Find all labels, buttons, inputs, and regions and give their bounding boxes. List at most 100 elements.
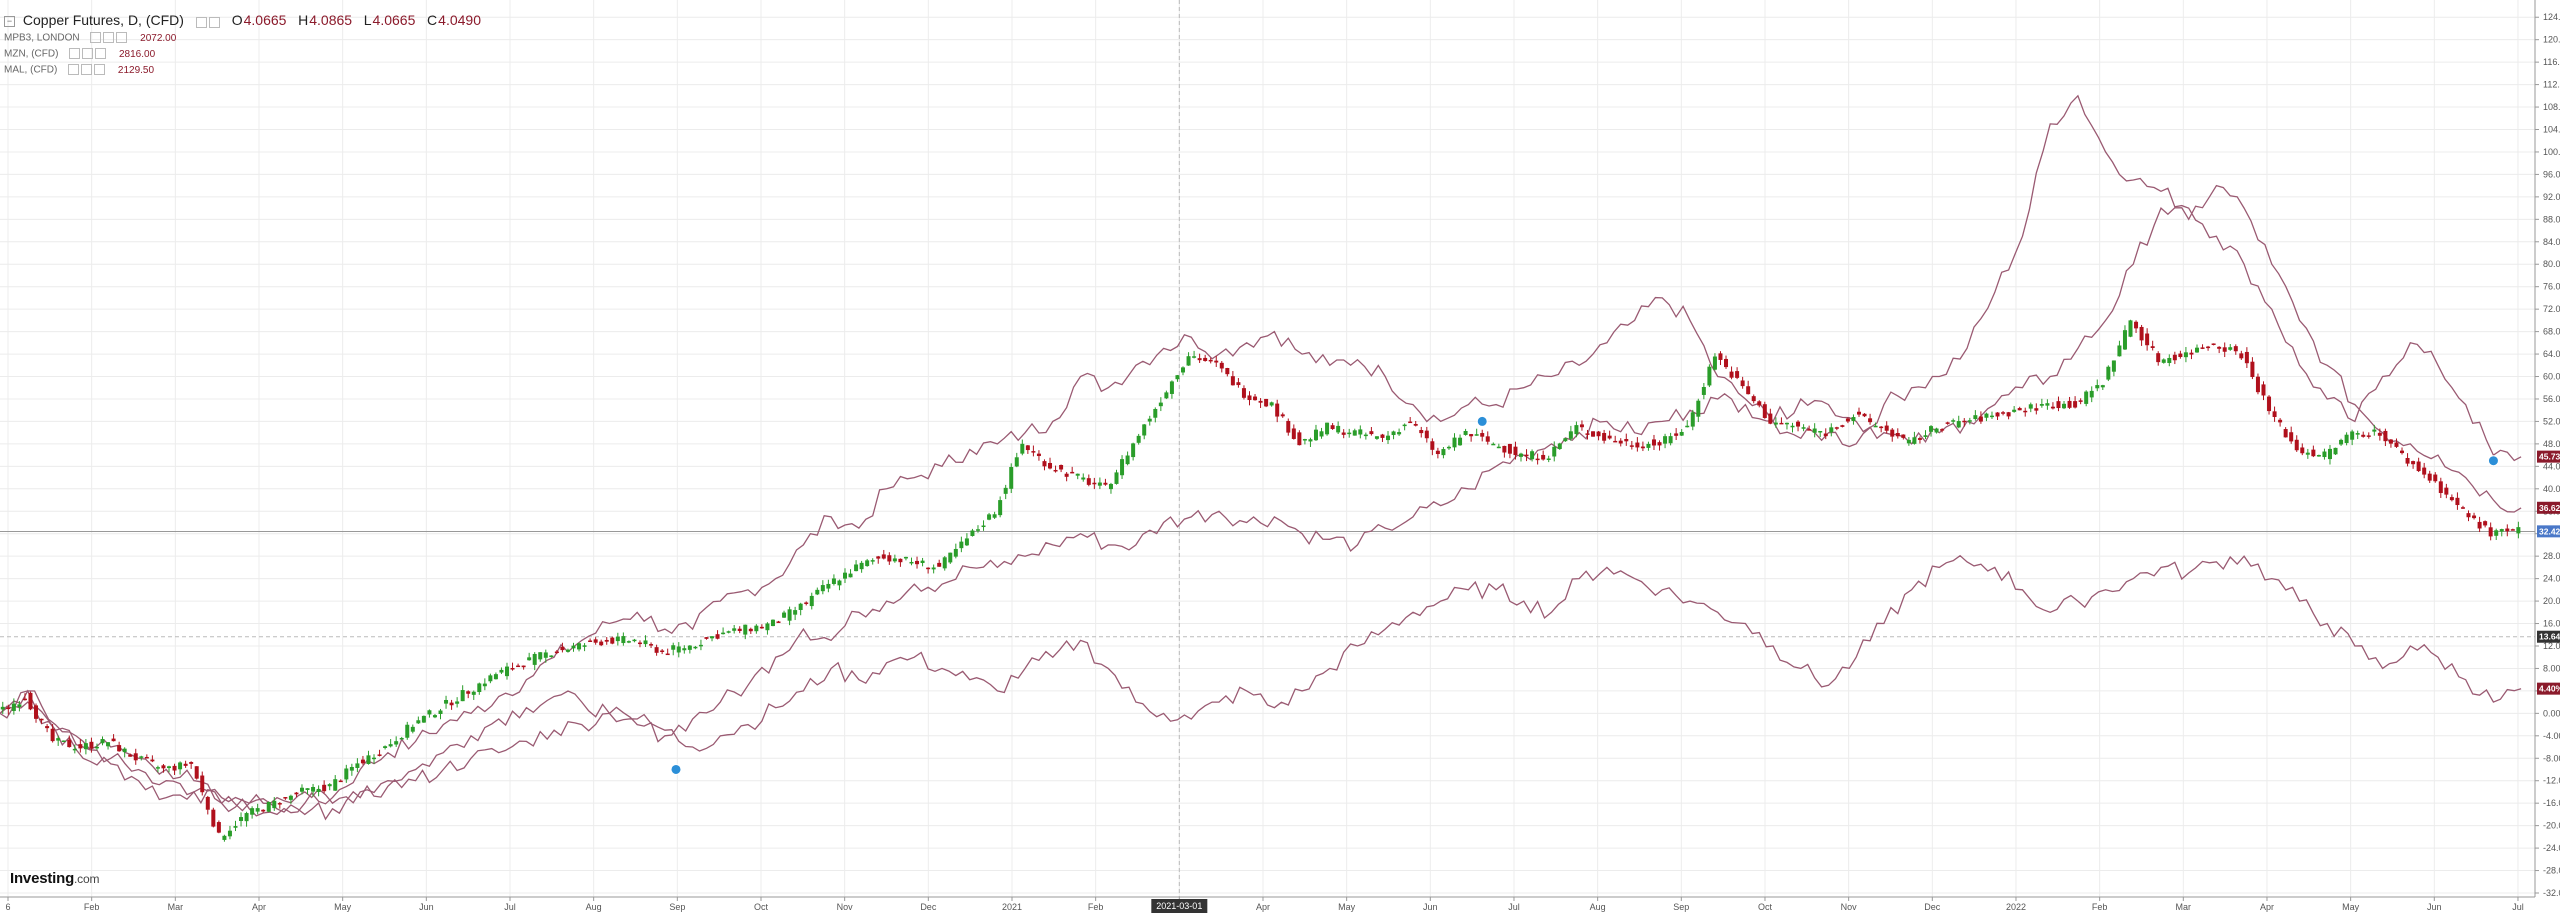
x-tick-label: Sep [1673, 902, 1689, 912]
candle-body [615, 636, 620, 642]
legend-compare-row[interactable]: MPB3, LONDON 2072.00 [4, 30, 481, 46]
event-marker-icon[interactable] [670, 763, 682, 775]
candle-body [233, 826, 238, 828]
visibility-box-icon[interactable] [82, 47, 94, 59]
event-marker-icon[interactable] [1476, 415, 1488, 427]
legend-compare-controls[interactable] [69, 46, 108, 62]
candle-body [2034, 408, 2039, 411]
crosshair-date-label: 2021-03-01 [1156, 901, 1202, 911]
candle-body [1857, 411, 1861, 415]
candle-body [2411, 461, 2416, 465]
candle-body [205, 796, 210, 810]
settings-box-icon[interactable] [90, 31, 102, 43]
candle-body [1297, 432, 1302, 446]
candle-body [2366, 435, 2371, 437]
candle-body [2150, 346, 2155, 348]
x-tick-label: Apr [2260, 902, 2274, 912]
visibility-box-icon[interactable] [81, 63, 93, 75]
value-badge-label: 13.6486 [2539, 632, 2560, 642]
candle-body [577, 643, 582, 650]
remove-box-icon[interactable] [116, 31, 128, 43]
candle-body [311, 787, 316, 792]
candle-body [372, 757, 377, 760]
visibility-box-icon[interactable] [103, 31, 115, 43]
legend-compare-row[interactable]: MAL, (CFD) 2129.50 [4, 62, 481, 78]
candle-body [1175, 375, 1180, 380]
x-tick-label: Feb [1088, 902, 1104, 912]
candle-body [1995, 412, 2000, 417]
candle-body [22, 698, 27, 701]
x-tick-label: Jul [2512, 902, 2524, 912]
event-marker-icon[interactable] [2487, 455, 2499, 467]
settings-box-icon[interactable] [68, 63, 80, 75]
candle-body [710, 636, 715, 639]
legend-compare-controls[interactable] [90, 30, 129, 46]
candle-body [444, 699, 449, 704]
candle-body [2028, 404, 2033, 409]
candle-body [1319, 431, 1324, 437]
legend-main-row[interactable]: − Copper Futures, D, (CFD) O4.0665 H4.08… [4, 10, 481, 30]
candle-body [455, 701, 460, 704]
y-tick-label: -12.00% [2543, 776, 2560, 786]
candle-body [2006, 412, 2011, 417]
candle-body [1313, 429, 1318, 441]
collapse-icon[interactable]: − [4, 15, 15, 27]
remove-box-icon[interactable] [94, 63, 106, 75]
candle-body [266, 802, 271, 812]
candle-body [471, 691, 476, 695]
candle-body [1181, 367, 1185, 373]
low-value: 4.0665 [372, 12, 416, 28]
candle-body [865, 560, 870, 567]
candle-body [117, 745, 122, 752]
settings-box-icon[interactable] [69, 47, 81, 59]
candle-body [671, 645, 676, 650]
low-label: L [363, 12, 372, 28]
x-tick-label: Dec [1924, 902, 1941, 912]
candle-body [809, 595, 814, 607]
candle-body [2250, 361, 2255, 377]
candle-body [2012, 409, 2017, 412]
candle-body [593, 639, 598, 643]
candle-body [1973, 415, 1978, 420]
candle-body [2183, 352, 2188, 358]
candle-body [1169, 381, 1174, 394]
candle-body [1585, 433, 1590, 435]
y-axis: 124.00% 120.00% 116.00% 112.00% 108.00% 104.0… [2534, 0, 2560, 898]
candle-body [505, 666, 509, 677]
candle-body [1402, 424, 1407, 427]
candle-body [1075, 473, 1080, 476]
candle-body [565, 649, 570, 652]
candle-body [588, 640, 593, 642]
candle-body [859, 562, 864, 570]
candle-body [2377, 432, 2382, 436]
event-markers[interactable] [670, 415, 2499, 775]
candle-body [2305, 452, 2310, 455]
candle-body [1469, 434, 1474, 437]
candle-body [959, 541, 964, 549]
visibility-box-icon[interactable] [208, 17, 220, 29]
legend-main-controls[interactable] [195, 11, 222, 31]
candle-body [288, 795, 293, 800]
candle-body [964, 538, 969, 546]
remove-box-icon[interactable] [95, 47, 107, 59]
candle-body [1746, 386, 1751, 395]
candle-body [1773, 422, 1778, 425]
candle-body [1934, 428, 1939, 433]
candle-body [1751, 396, 1756, 402]
legend-compare-controls[interactable] [68, 62, 107, 78]
candle-body [1042, 461, 1047, 467]
settings-box-icon[interactable] [195, 17, 207, 29]
value-badge-bg [2537, 682, 2560, 695]
candle-body [1568, 431, 1573, 439]
legend-compare-row[interactable]: MZN, (CFD) 2816.00 [4, 46, 481, 62]
candle-body [1219, 362, 1224, 369]
candle-body [1613, 440, 1618, 443]
candle-body [1136, 435, 1141, 443]
candle-body [100, 739, 105, 744]
candle-body [122, 748, 127, 753]
candle-body [1308, 439, 1313, 442]
x-tick-label: 2022 [2006, 902, 2026, 912]
y-tick-label: 108.00% [2543, 102, 2560, 112]
candle-body [460, 690, 465, 702]
